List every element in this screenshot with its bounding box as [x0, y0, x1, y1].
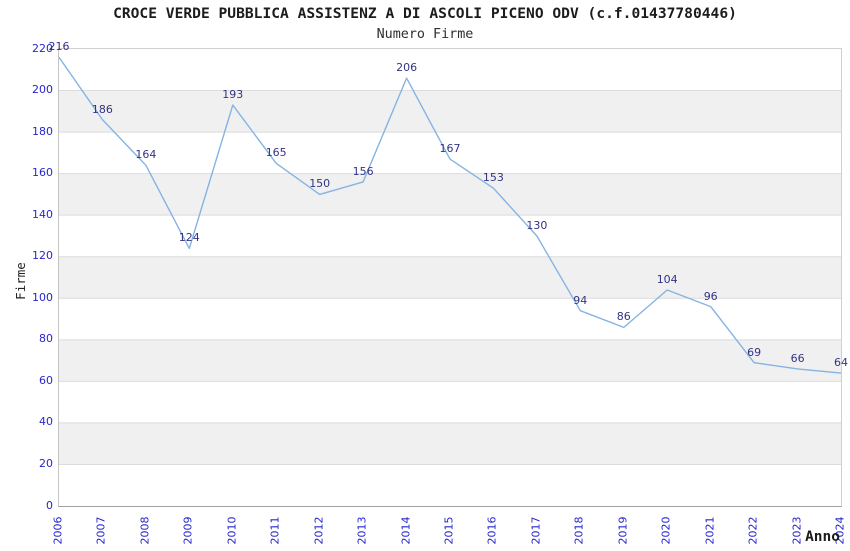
y-axis-title: Firme [13, 262, 28, 300]
x-tick-label: 2012 [312, 516, 326, 545]
value-label: 86 [616, 310, 631, 324]
x-tick-label: 2013 [355, 516, 369, 545]
value-label: 69 [747, 345, 762, 359]
value-label: 94 [573, 293, 588, 307]
x-tick-label: 2019 [616, 516, 630, 545]
data-line [59, 56, 841, 374]
value-label: 156 [352, 164, 374, 178]
x-tick-label: 2011 [268, 516, 282, 545]
line-series-svg [59, 56, 841, 465]
x-tick-label: 2007 [94, 516, 108, 545]
value-label: 216 [48, 40, 70, 54]
chart-title: CROCE VERDE PUBBLICA ASSISTENZ A DI ASCO… [113, 5, 737, 22]
y-tick-label: 220 [32, 41, 53, 55]
value-label: 150 [309, 177, 331, 191]
y-tick-label: 120 [32, 249, 53, 263]
y-tick-label: 140 [32, 207, 53, 221]
band-stripe [59, 339, 841, 382]
value-label: 104 [656, 273, 678, 286]
y-tick-label: 80 [39, 332, 53, 346]
band-stripe [59, 256, 841, 299]
x-tick-label: 2010 [225, 516, 239, 545]
plot-area: 216 186 164 124 193 165 150 156 206 167 153 130 94 86… [49, 41, 848, 507]
value-label: 130 [526, 219, 548, 232]
y-tick-label: 160 [32, 166, 53, 180]
value-label: 66 [790, 351, 805, 365]
band-stripe [59, 173, 841, 216]
value-label: 206 [396, 61, 418, 75]
x-tick-label: 2015 [442, 516, 456, 545]
value-label: 124 [178, 231, 200, 245]
y-tick-label: 20 [39, 457, 53, 470]
y-tick-label: 40 [39, 415, 53, 429]
y-tick-label: 0 [46, 498, 53, 512]
x-tick-label: 2008 [138, 516, 152, 545]
value-label: 165 [265, 146, 287, 160]
y-tick-label: 200 [32, 83, 53, 96]
band-stripe [59, 90, 841, 133]
y-tick-label: 100 [32, 290, 53, 304]
y-tick-label: 180 [32, 124, 53, 138]
x-tick-label: 2021 [703, 516, 717, 545]
x-tick-label: 2014 [399, 516, 413, 545]
value-label: 96 [703, 289, 718, 303]
x-tick-label: 2020 [659, 516, 673, 545]
band-stripe [59, 422, 841, 465]
x-axis-title: Anno [805, 529, 840, 545]
value-label: 193 [222, 88, 244, 102]
x-tick-label: 2022 [746, 516, 760, 545]
y-tick-label: 60 [39, 373, 53, 387]
x-tick-label: 2017 [529, 516, 543, 545]
value-label: 153 [482, 171, 504, 185]
value-label: 167 [439, 142, 461, 156]
x-tick-label: 2018 [572, 516, 586, 545]
x-tick-label: 2016 [485, 516, 499, 545]
value-label: 164 [135, 148, 157, 162]
value-label: 186 [91, 102, 113, 116]
x-tick-label: 2009 [181, 516, 195, 545]
value-label: 64 [834, 356, 848, 370]
chart-subtitle: Numero Firme [376, 27, 474, 42]
x-tick-label: 2006 [51, 516, 65, 545]
